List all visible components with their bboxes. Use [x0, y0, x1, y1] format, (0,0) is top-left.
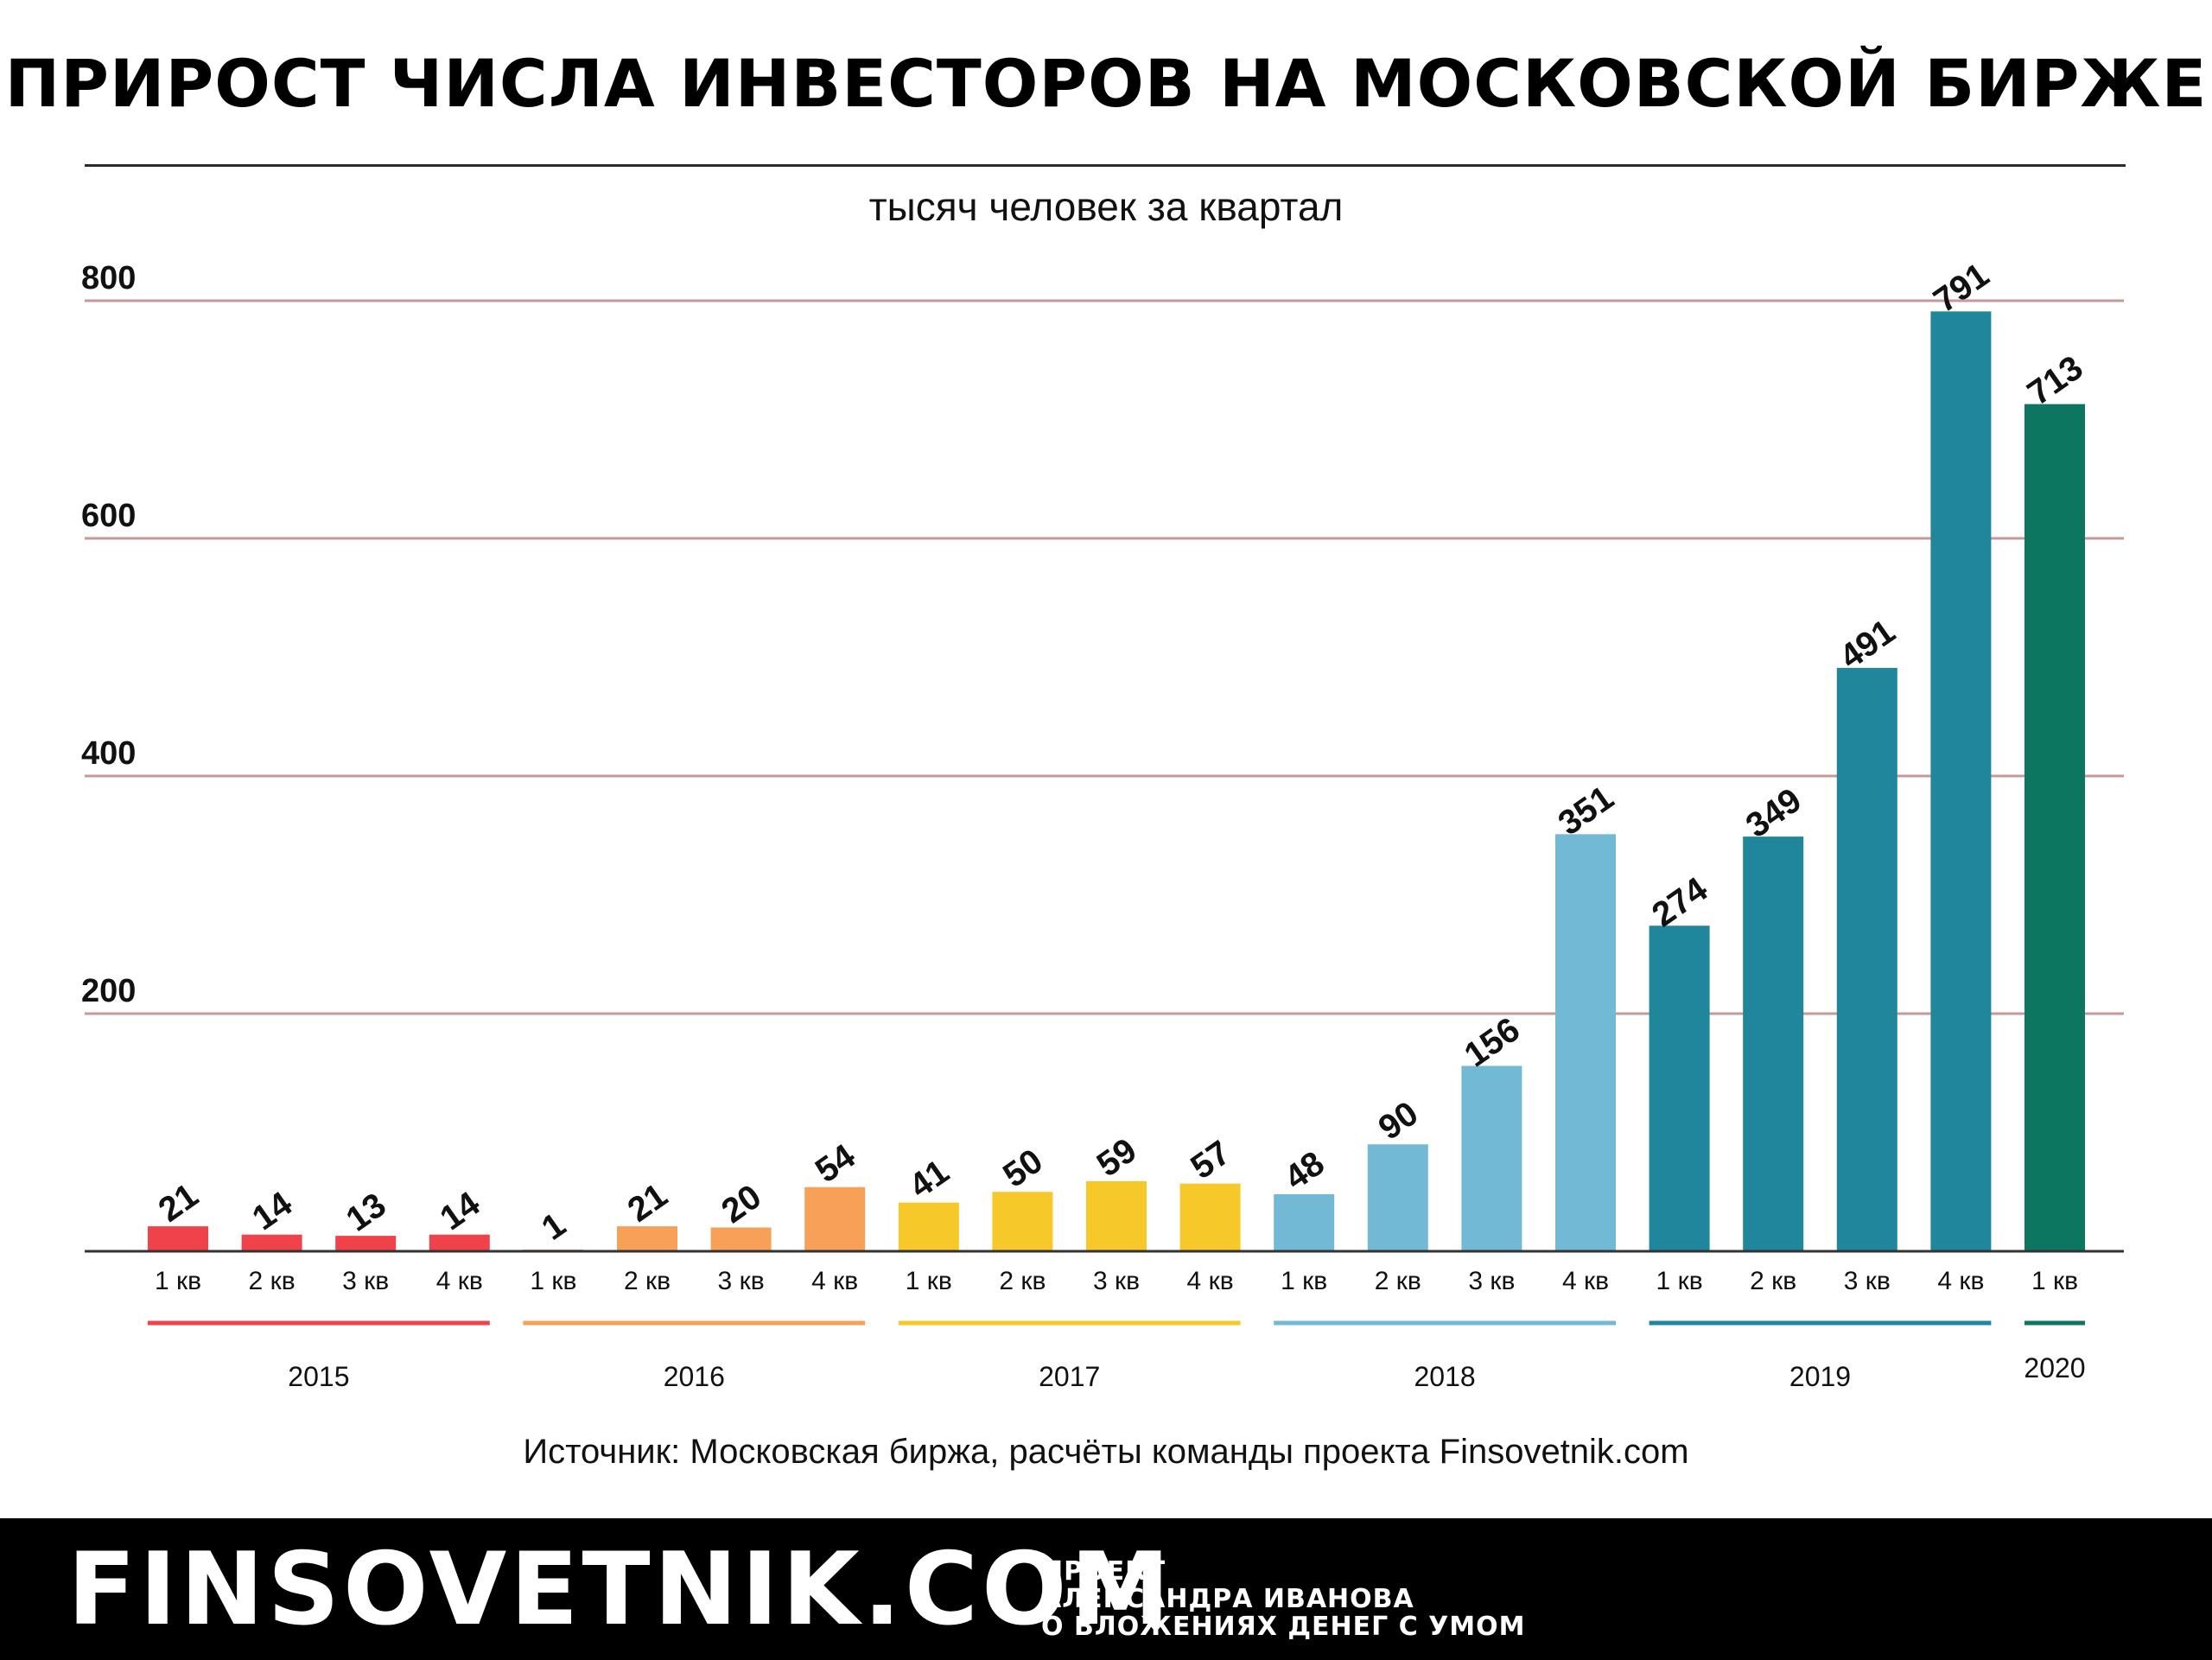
bar [241, 1234, 302, 1251]
data-label: 351 [1552, 779, 1621, 843]
bar [1086, 1180, 1147, 1251]
y-tick-label: 800 [81, 260, 136, 296]
bar [804, 1186, 866, 1251]
data-label: 21 [152, 1176, 206, 1230]
bar [617, 1226, 677, 1251]
tagline-line: ПРОЕКТ [1041, 1556, 1166, 1587]
x-tick-label: 4 кв [1562, 1267, 1609, 1295]
bar [898, 1202, 959, 1251]
x-tick-label: 1 кв [1281, 1267, 1327, 1295]
y-tick-label: 600 [81, 498, 136, 534]
x-tick-label: 2 кв [999, 1267, 1046, 1295]
data-label: 48 [1278, 1144, 1332, 1198]
y-tick-label: 400 [81, 735, 136, 772]
x-tick-label: 3 кв [1093, 1267, 1140, 1295]
x-tick-label: 1 кв [155, 1267, 201, 1295]
x-tick-label: 2 кв [624, 1267, 671, 1295]
data-label: 59 [1090, 1131, 1144, 1185]
x-tick-label: 3 кв [342, 1267, 389, 1295]
data-label: 349 [1739, 781, 1808, 845]
x-tick-label: 1 кв [530, 1267, 576, 1295]
x-tick-label: 1 кв [906, 1267, 952, 1295]
bar [1743, 836, 1804, 1251]
data-label: 41 [903, 1153, 957, 1206]
footer-bar: FINSOVETNIK.COM ПРОЕКТ АЛЕКСАНДРА ИВАНОВ… [0, 1518, 2212, 1660]
data-label: 713 [2021, 348, 2090, 412]
brand-tagline: ПРОЕКТ АЛЕКСАНДРА ИВАНОВА О ВЛОЖЕНИЯХ ДЕ… [1041, 1558, 1526, 1641]
bar [1274, 1194, 1335, 1251]
data-label: 57 [1184, 1134, 1237, 1187]
data-label: 156 [1458, 1010, 1527, 1074]
year-label: 2019 [1789, 1361, 1851, 1392]
x-tick-label: 3 кв [1844, 1267, 1891, 1295]
x-tick-label: 3 кв [1468, 1267, 1515, 1295]
data-label: 1 [535, 1205, 572, 1248]
bar [710, 1227, 772, 1251]
brand-logo[interactable]: FINSOVETNIK.COM [67, 1531, 1174, 1648]
bar [1367, 1144, 1428, 1251]
x-tick-label: 4 кв [436, 1267, 483, 1295]
data-label: 90 [1372, 1094, 1426, 1148]
data-label: 491 [1833, 613, 1902, 677]
year-label: 2016 [664, 1361, 725, 1392]
bar [1930, 311, 1992, 1251]
bar [1836, 667, 1897, 1251]
bar [335, 1236, 397, 1251]
year-label: 2015 [288, 1361, 349, 1392]
title-divider [85, 164, 2126, 167]
chart-title: ПРИРОСТ ЧИСЛА ИНВЕСТОРОВ НА МОСКОВСКОЙ Б… [4, 45, 2208, 122]
x-tick-label: 4 кв [811, 1267, 858, 1295]
bar [1555, 834, 1616, 1251]
y-tick-label: 200 [81, 973, 136, 1009]
bar [1649, 925, 1710, 1251]
data-label: 54 [809, 1136, 862, 1190]
bar [429, 1234, 490, 1251]
data-label: 21 [621, 1176, 675, 1230]
data-label: 14 [245, 1184, 299, 1237]
x-tick-label: 1 кв [2031, 1267, 2078, 1295]
bar [992, 1192, 1053, 1251]
data-label: 20 [715, 1178, 768, 1231]
bar [1179, 1183, 1241, 1251]
year-label: 2017 [1039, 1361, 1100, 1392]
bar [148, 1226, 208, 1251]
tagline-line: О ВЛОЖЕНИЯХ ДЕНЕГ С УМОМ [1041, 1612, 1526, 1642]
x-tick-label: 2 кв [249, 1267, 296, 1295]
x-tick-label: 2 кв [1375, 1267, 1421, 1295]
year-label: 2020 [2024, 1352, 2085, 1383]
data-label: 14 [434, 1184, 487, 1237]
x-tick-label: 4 кв [1937, 1267, 1984, 1295]
x-tick-label: 3 кв [718, 1267, 765, 1295]
chart-subtitle: тысяч человек за квартал [868, 184, 1344, 229]
bar [1461, 1065, 1522, 1251]
data-label: 13 [340, 1186, 393, 1239]
year-label: 2018 [1414, 1361, 1476, 1392]
data-label: 50 [996, 1142, 1050, 1195]
bar [2024, 404, 2085, 1251]
x-tick-label: 1 кв [1656, 1267, 1703, 1295]
data-label: 791 [1927, 256, 1996, 320]
x-tick-label: 2 кв [1750, 1267, 1796, 1295]
x-tick-label: 4 кв [1187, 1267, 1234, 1295]
data-label: 274 [1645, 869, 1715, 934]
tagline-line: АЛЕКСАНДРА ИВАНОВА [1041, 1584, 1414, 1614]
source-note: Источник: Московская биржа, расчёты кома… [523, 1433, 1689, 1471]
